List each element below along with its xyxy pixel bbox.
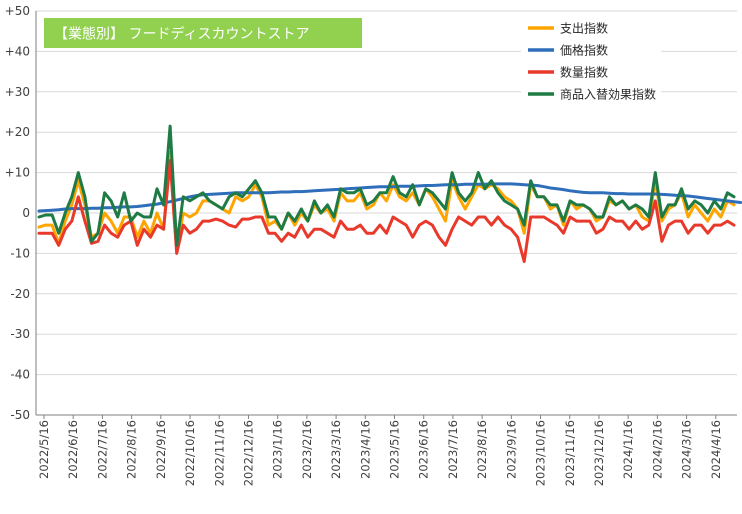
series-line-1 — [37, 150, 736, 251]
x-tick-label: 2023/3/16 — [329, 420, 343, 479]
title-background — [44, 18, 362, 48]
x-tick-label: 2024/1/16 — [621, 420, 635, 479]
x-tick-label: 2023/5/16 — [388, 420, 402, 479]
y-tick-label: +40 — [5, 44, 30, 58]
series-layer — [37, 124, 742, 263]
y-tick-labels: +50 +40 +30 +20 +10 0 -10 -20 -30 -40 -50 — [5, 4, 30, 422]
y-tick-label: +50 — [5, 4, 30, 18]
y-tick-label: -30 — [10, 327, 30, 341]
x-tick-label: 2023/4/16 — [358, 420, 372, 479]
x-tick-label: 2023/12/16 — [592, 420, 606, 486]
x-tick-label: 2022/12/16 — [241, 420, 255, 486]
y-tick-label: -50 — [10, 408, 30, 422]
x-tick-label: 2022/5/16 — [37, 420, 51, 479]
x-tick-label: 2022/9/16 — [154, 420, 168, 479]
x-tick-label: 2023/11/16 — [563, 420, 577, 486]
legend-label: 商品入替効果指数 — [560, 87, 656, 102]
y-tick-label: -10 — [10, 246, 30, 260]
y-tick-label: +30 — [5, 85, 30, 99]
x-tick-label: 2023/2/16 — [300, 420, 314, 479]
y-tick-label: -40 — [10, 368, 30, 382]
legend-label: 支出指数 — [560, 21, 608, 36]
y-tick-label: +10 — [5, 166, 30, 180]
x-tick-label: 2023/10/16 — [534, 420, 548, 486]
y-tick-label: +20 — [5, 125, 30, 139]
x-tick-label: 2022/7/16 — [95, 420, 109, 479]
y-tick-label: -20 — [10, 287, 30, 301]
x-tick-label: 2022/10/16 — [183, 420, 197, 486]
chart-title-box: 【業態別】 フードディスカウントストア — [44, 18, 362, 48]
x-tick-label: 2023/1/16 — [271, 420, 285, 479]
series-line-4 — [37, 124, 736, 247]
x-tick-label: 2023/7/16 — [446, 420, 460, 479]
y-tick-label: 0 — [22, 206, 30, 220]
x-tick-label: 2024/4/16 — [709, 420, 723, 479]
x-tick-labels: 2022/5/16 2022/6/16 2022/7/16 2022/8/16 2022… — [37, 420, 723, 486]
x-tick-label: 2023/6/16 — [417, 420, 431, 479]
legend-label: 数量指数 — [560, 65, 608, 80]
x-tick-label: 2022/11/16 — [212, 420, 226, 486]
series-line-3 — [37, 159, 736, 263]
chart-title: 【業態別】 フードディスカウントストア — [54, 26, 309, 43]
x-tick-label: 2024/2/16 — [650, 420, 664, 479]
x-tick-label: 2024/3/16 — [680, 420, 694, 479]
x-tick-label: 2022/6/16 — [66, 420, 80, 479]
x-tick-label: 2022/8/16 — [125, 420, 139, 479]
legend-label: 価格指数 — [560, 43, 608, 58]
x-tick-label: 2023/9/16 — [504, 420, 518, 479]
x-tick-label: 2023/8/16 — [475, 420, 489, 479]
